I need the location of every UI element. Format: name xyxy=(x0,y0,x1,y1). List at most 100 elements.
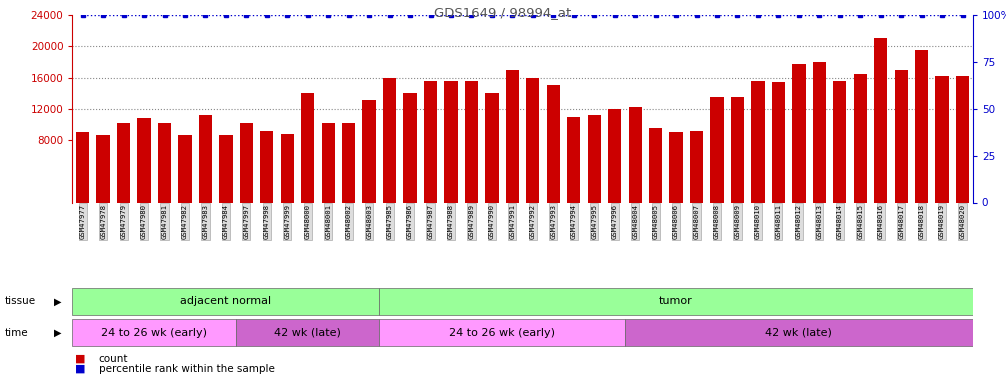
Text: GSM47982: GSM47982 xyxy=(182,204,188,239)
Bar xyxy=(76,132,90,202)
Text: GSM48017: GSM48017 xyxy=(898,204,904,239)
Text: GSM47992: GSM47992 xyxy=(530,204,536,239)
Text: GSM48003: GSM48003 xyxy=(366,204,372,239)
Text: GSM47989: GSM47989 xyxy=(469,204,475,239)
Text: GSM48010: GSM48010 xyxy=(754,204,761,239)
Text: GDS1649 / 98994_at: GDS1649 / 98994_at xyxy=(435,6,571,19)
Text: tissue: tissue xyxy=(5,297,36,306)
Text: GSM47978: GSM47978 xyxy=(101,204,106,239)
Text: percentile rank within the sample: percentile rank within the sample xyxy=(99,364,275,374)
Bar xyxy=(669,132,683,202)
Text: GSM47995: GSM47995 xyxy=(592,204,598,239)
Text: GSM48020: GSM48020 xyxy=(960,204,966,239)
Text: GSM47997: GSM47997 xyxy=(243,204,249,239)
Bar xyxy=(383,78,396,203)
Text: GSM48016: GSM48016 xyxy=(877,204,883,239)
Text: ■: ■ xyxy=(75,354,86,363)
Text: 42 wk (late): 42 wk (late) xyxy=(766,328,832,338)
Text: GSM47993: GSM47993 xyxy=(550,204,556,239)
Bar xyxy=(424,81,438,203)
Bar xyxy=(281,134,294,202)
Text: GSM47994: GSM47994 xyxy=(570,204,576,239)
Bar xyxy=(506,70,519,202)
Text: count: count xyxy=(99,354,128,363)
Bar xyxy=(629,107,642,202)
Text: GSM48012: GSM48012 xyxy=(796,204,802,239)
Text: GSM48000: GSM48000 xyxy=(305,204,311,239)
Bar xyxy=(772,82,785,203)
Bar xyxy=(261,130,274,203)
Bar xyxy=(813,62,826,202)
Text: GSM48018: GSM48018 xyxy=(918,204,925,239)
Text: GSM48005: GSM48005 xyxy=(653,204,659,239)
Text: GSM47991: GSM47991 xyxy=(509,204,515,239)
Bar xyxy=(710,97,723,202)
Text: GSM47983: GSM47983 xyxy=(202,204,208,239)
Text: ■: ■ xyxy=(75,364,86,374)
Text: 24 to 26 wk (early): 24 to 26 wk (early) xyxy=(102,328,207,338)
Bar xyxy=(445,81,458,203)
Text: GSM47996: GSM47996 xyxy=(612,204,618,239)
Bar xyxy=(936,76,949,202)
Bar xyxy=(854,74,867,202)
Bar xyxy=(236,319,379,346)
Bar xyxy=(301,93,315,202)
Text: GSM48013: GSM48013 xyxy=(816,204,822,239)
Text: GSM47986: GSM47986 xyxy=(407,204,413,239)
Text: GSM47987: GSM47987 xyxy=(428,204,434,239)
Text: ▶: ▶ xyxy=(53,328,61,338)
Text: tumor: tumor xyxy=(659,297,693,306)
Text: GSM47980: GSM47980 xyxy=(141,204,147,239)
Bar xyxy=(322,123,335,202)
Text: adjacent normal: adjacent normal xyxy=(180,297,272,306)
Bar xyxy=(608,109,622,202)
Text: GSM48007: GSM48007 xyxy=(693,204,699,239)
Bar xyxy=(342,123,355,202)
Bar xyxy=(219,135,232,202)
Bar xyxy=(485,93,499,202)
Text: GSM47999: GSM47999 xyxy=(285,204,291,239)
Text: 24 to 26 wk (early): 24 to 26 wk (early) xyxy=(449,328,555,338)
Text: GSM48011: GSM48011 xyxy=(776,204,782,239)
Text: 42 wk (late): 42 wk (late) xyxy=(275,328,341,338)
Text: time: time xyxy=(5,328,28,338)
Bar xyxy=(465,81,478,203)
Text: GSM47984: GSM47984 xyxy=(223,204,229,239)
Text: GSM47990: GSM47990 xyxy=(489,204,495,239)
Text: GSM47985: GSM47985 xyxy=(386,204,392,239)
Text: GSM48006: GSM48006 xyxy=(673,204,679,239)
Bar xyxy=(546,86,560,202)
Bar xyxy=(730,97,744,202)
Bar xyxy=(117,123,130,202)
Bar xyxy=(894,70,907,202)
Bar xyxy=(239,123,254,202)
Bar xyxy=(72,319,236,346)
Text: ▶: ▶ xyxy=(53,297,61,306)
Bar xyxy=(199,115,212,202)
Text: GSM48009: GSM48009 xyxy=(734,204,740,239)
Text: GSM47981: GSM47981 xyxy=(162,204,168,239)
Text: GSM48002: GSM48002 xyxy=(346,204,352,239)
Bar xyxy=(690,130,703,203)
Text: GSM47979: GSM47979 xyxy=(121,204,127,239)
Bar xyxy=(526,78,539,203)
Bar xyxy=(362,100,376,202)
Text: GSM48004: GSM48004 xyxy=(632,204,638,239)
Bar xyxy=(567,117,580,202)
Text: GSM48001: GSM48001 xyxy=(325,204,331,239)
Text: GSM48019: GSM48019 xyxy=(940,204,945,239)
Bar xyxy=(625,319,973,346)
Text: GSM47977: GSM47977 xyxy=(79,204,86,239)
Bar xyxy=(915,50,929,202)
Bar xyxy=(158,123,171,202)
Text: GSM47988: GSM47988 xyxy=(448,204,454,239)
Bar xyxy=(97,135,110,202)
Bar xyxy=(956,76,969,202)
Bar xyxy=(833,81,846,203)
Bar xyxy=(138,118,151,202)
Bar xyxy=(649,128,662,202)
Bar xyxy=(379,288,973,315)
Text: GSM48014: GSM48014 xyxy=(837,204,843,239)
Text: GSM48008: GSM48008 xyxy=(714,204,720,239)
Bar xyxy=(403,93,416,202)
